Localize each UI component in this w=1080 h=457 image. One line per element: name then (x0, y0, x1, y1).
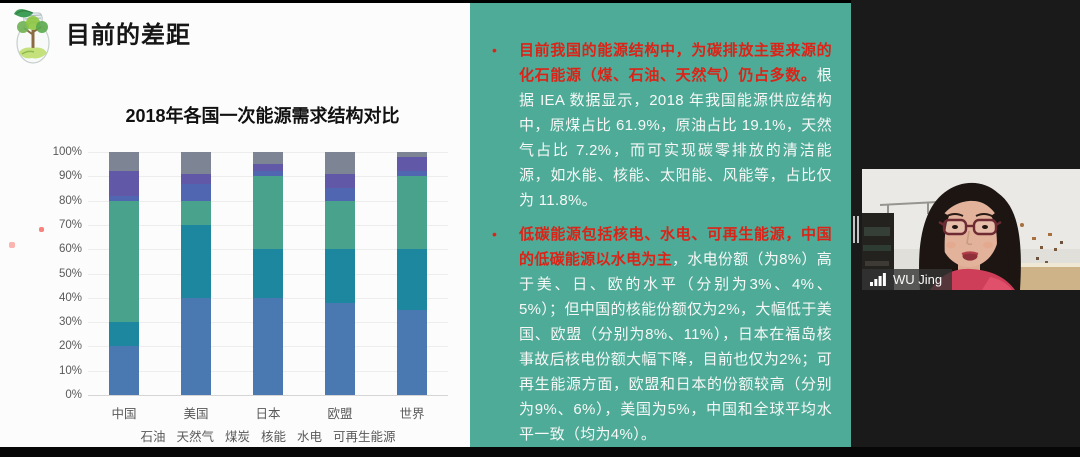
y-tick-label: 60% (58, 243, 82, 256)
signal-bars-icon (870, 273, 886, 286)
top-border (0, 0, 1080, 3)
bar-segment (253, 249, 283, 298)
x-axis: 中国 美国 日本 欧盟 世界 (88, 403, 448, 422)
bar-segment (253, 164, 283, 172)
bar-segment (325, 188, 355, 201)
stacked-bar-3 (253, 152, 283, 395)
legend-item: 煤炭 (224, 430, 250, 444)
red-dot-annotation (9, 242, 15, 248)
bar-segment (109, 200, 139, 323)
y-tick-label: 90% (58, 170, 82, 183)
participant-nameplate: WU Jing (862, 269, 953, 290)
x-tick-label: 世界 (399, 407, 425, 421)
bar-segment (181, 183, 211, 201)
x-tick-label: 中国 (111, 407, 137, 421)
bar-segment (109, 195, 139, 201)
legend-item: 天然气 (176, 430, 214, 444)
y-tick-label: 100% (52, 146, 82, 158)
bullet-text: 根据 IEA 数据显示，2018 年我国能源供应结构中，原煤占比 61.9%，原… (519, 67, 832, 209)
legend-item: 可再生能源 (333, 430, 396, 444)
chart-legend: 石油 天然气 煤炭 核能 水电 可再生能源 (88, 426, 448, 445)
chart-title: 2018年各国一次能源需求结构对比 (125, 106, 400, 126)
stacked-bar-2 (181, 152, 211, 395)
y-tick-label: 0% (65, 389, 82, 401)
bar-segment (397, 152, 427, 157)
bullet-marker: • (492, 226, 497, 242)
bar-segment (325, 152, 355, 174)
stacked-bar-5 (397, 152, 427, 395)
bar-segment (181, 173, 211, 184)
bar-segment (325, 249, 355, 303)
x-tick-label: 日本 (255, 407, 281, 421)
panel-resize-handle[interactable] (853, 216, 859, 243)
y-tick-label: 80% (58, 194, 82, 207)
bar-segment (181, 200, 211, 225)
bar-segment (397, 176, 427, 250)
x-tick-label: 欧盟 (327, 407, 353, 421)
bullet-text-emphasis: 目前我国的能源结构中，为碳排放主要来源的化石能源（煤、石油、天然气）仍占多数。 (519, 42, 832, 84)
y-tick-label: 40% (58, 291, 82, 304)
stacked-bar-4 (325, 152, 355, 395)
bullet-marker: • (492, 42, 497, 58)
bar-segment (397, 309, 427, 395)
bullet-text-emphasis: 低碳能源包括核电、水电、可再生能源，中国的低碳能源以水电为主 (519, 226, 832, 268)
y-tick-label: 10% (58, 364, 82, 377)
notes-panel: • 目前我国的能源结构中，为碳排放主要来源的化石能源（煤、石油、天然气）仍占多数… (470, 3, 851, 447)
bar-segment (397, 249, 427, 310)
slide-title: 目前的差距 (66, 22, 191, 49)
bar-segment (397, 171, 427, 177)
bar-segment (109, 152, 139, 172)
bar-segment (325, 200, 355, 250)
bar-segment (325, 173, 355, 189)
y-tick-label: 70% (58, 218, 82, 231)
gridline (88, 395, 448, 396)
y-tick-label: 30% (58, 316, 82, 329)
presentation-slide: 目前的差距 2018年各国一次能源需求结构对比 100% 90% 80% 70% 60%… (0, 3, 470, 447)
bar-segment (181, 152, 211, 174)
plot-area (88, 152, 448, 396)
y-tick-label: 50% (58, 267, 82, 280)
y-axis: 100% 90% 80% 70% 60% 50% 40% 30% 20% 10% 0% (30, 146, 82, 401)
video-tile[interactable]: WU Jing (862, 169, 1080, 290)
legend-item: 石油 (140, 430, 166, 444)
legend-item: 核能 (261, 430, 287, 444)
bulb-tree-icon (14, 9, 50, 64)
x-tick-label: 美国 (183, 407, 209, 421)
bullet-text: ，水电份额（为8%）高于美、日、欧的水平（分别为3%、4%、5%）；但中国的核能… (519, 251, 832, 443)
legend-item: 水电 (297, 430, 323, 444)
y-tick-label: 20% (58, 340, 82, 353)
stacked-bar-1 (109, 152, 139, 395)
bar-segment (109, 322, 139, 347)
bottom-border (0, 447, 1080, 457)
participant-name: WU Jing (893, 272, 943, 287)
bar-segment (109, 171, 139, 196)
bar-segment (181, 297, 211, 395)
bar-segment (325, 302, 355, 395)
bar-segment (253, 176, 283, 250)
bar-segment (253, 152, 283, 165)
video-sidebar: WU Jing (851, 0, 1080, 457)
bar-segment (181, 224, 211, 298)
bar-segment (253, 171, 283, 177)
bullet-item: • 低碳能源包括核电、水电、可再生能源，中国的低碳能源以水电为主，水电份额（为8… (490, 222, 832, 447)
red-dot-annotation (39, 227, 44, 232)
bullet-item: • 目前我国的能源结构中，为碳排放主要来源的化石能源（煤、石油、天然气）仍占多数… (490, 38, 832, 213)
bar-segment (109, 346, 139, 395)
bar-segment (253, 297, 283, 395)
bar-segment (397, 156, 427, 172)
